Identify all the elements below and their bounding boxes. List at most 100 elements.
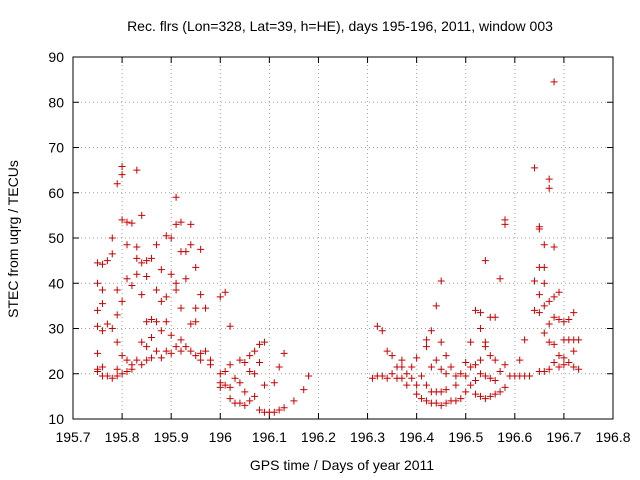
data-point xyxy=(206,361,214,369)
data-point xyxy=(133,356,141,364)
data-point xyxy=(197,245,205,253)
data-point xyxy=(422,381,430,389)
x-tick-label: 195.9 xyxy=(154,429,189,445)
data-point xyxy=(94,367,102,375)
data-point xyxy=(408,374,416,382)
y-tick-label: 90 xyxy=(48,49,64,65)
x-tick-label: 195.8 xyxy=(105,429,140,445)
x-tick-label: 196.2 xyxy=(301,429,336,445)
data-point xyxy=(260,381,268,389)
data-point xyxy=(152,318,160,326)
data-point xyxy=(177,347,185,355)
data-point xyxy=(157,327,165,335)
data-point xyxy=(251,392,259,400)
data-point xyxy=(98,300,106,308)
data-point xyxy=(540,367,548,375)
data-point xyxy=(182,343,190,351)
data-point xyxy=(226,395,234,403)
data-point xyxy=(187,220,195,228)
data-point xyxy=(545,338,553,346)
data-point xyxy=(94,322,102,330)
data-point xyxy=(177,304,185,312)
data-point xyxy=(148,254,156,262)
data-point xyxy=(472,390,480,398)
data-point xyxy=(172,220,180,228)
data-point xyxy=(555,315,563,323)
data-point xyxy=(187,320,195,328)
data-point xyxy=(535,225,543,233)
data-point xyxy=(491,356,499,364)
data-point xyxy=(280,349,288,357)
y-tick-label: 10 xyxy=(48,411,64,427)
data-point xyxy=(182,248,190,256)
data-point xyxy=(108,250,116,258)
data-point xyxy=(138,211,146,219)
data-point xyxy=(550,358,558,366)
data-point xyxy=(472,377,480,385)
data-point xyxy=(226,322,234,330)
data-point xyxy=(221,288,229,296)
data-point xyxy=(432,302,440,310)
data-point xyxy=(167,234,175,242)
data-point xyxy=(550,78,558,86)
data-point xyxy=(138,361,146,369)
data-point xyxy=(197,356,205,364)
data-point xyxy=(216,293,224,301)
data-point xyxy=(221,381,229,389)
data-point xyxy=(530,277,538,285)
data-point xyxy=(422,336,430,344)
data-point xyxy=(246,367,254,375)
y-tick-label: 60 xyxy=(48,185,64,201)
data-point xyxy=(452,372,460,380)
data-point xyxy=(575,365,583,373)
data-point xyxy=(123,241,131,249)
data-point xyxy=(98,260,106,268)
data-point xyxy=(103,257,111,265)
data-point xyxy=(437,401,445,409)
data-point xyxy=(133,254,141,262)
data-point xyxy=(192,352,200,360)
data-point xyxy=(457,395,465,403)
data-point xyxy=(501,220,509,228)
data-point xyxy=(98,363,106,371)
data-point xyxy=(123,275,131,283)
data-point xyxy=(437,277,445,285)
data-point xyxy=(118,352,126,360)
data-point xyxy=(231,374,239,382)
y-tick-labels: 10 20 30 40 50 60 70 80 90 xyxy=(48,49,64,427)
data-point xyxy=(437,365,445,373)
data-point xyxy=(373,322,381,330)
data-point xyxy=(143,318,151,326)
data-point xyxy=(565,358,573,366)
data-point xyxy=(442,370,450,378)
data-point xyxy=(226,361,234,369)
data-point xyxy=(413,390,421,398)
data-point xyxy=(467,381,475,389)
data-point xyxy=(486,374,494,382)
data-point xyxy=(157,354,165,362)
data-point xyxy=(103,372,111,380)
data-point xyxy=(167,331,175,339)
x-tick-label: 196.1 xyxy=(252,429,287,445)
y-tick-label: 50 xyxy=(48,230,64,246)
data-point xyxy=(383,347,391,355)
data-point xyxy=(162,232,170,240)
data-point xyxy=(256,358,264,366)
data-point xyxy=(530,164,538,172)
data-point xyxy=(472,306,480,314)
data-point xyxy=(550,243,558,251)
data-point xyxy=(462,358,470,366)
axis-ticks xyxy=(72,56,614,420)
data-point xyxy=(491,390,499,398)
data-point xyxy=(418,372,426,380)
data-point xyxy=(368,374,376,382)
data-point xyxy=(516,356,524,364)
data-point xyxy=(452,381,460,389)
data-point xyxy=(486,352,494,360)
data-points xyxy=(94,78,583,416)
data-point xyxy=(442,352,450,360)
data-point xyxy=(123,218,131,226)
data-point xyxy=(467,338,475,346)
data-point xyxy=(148,334,156,342)
data-point xyxy=(221,367,229,375)
